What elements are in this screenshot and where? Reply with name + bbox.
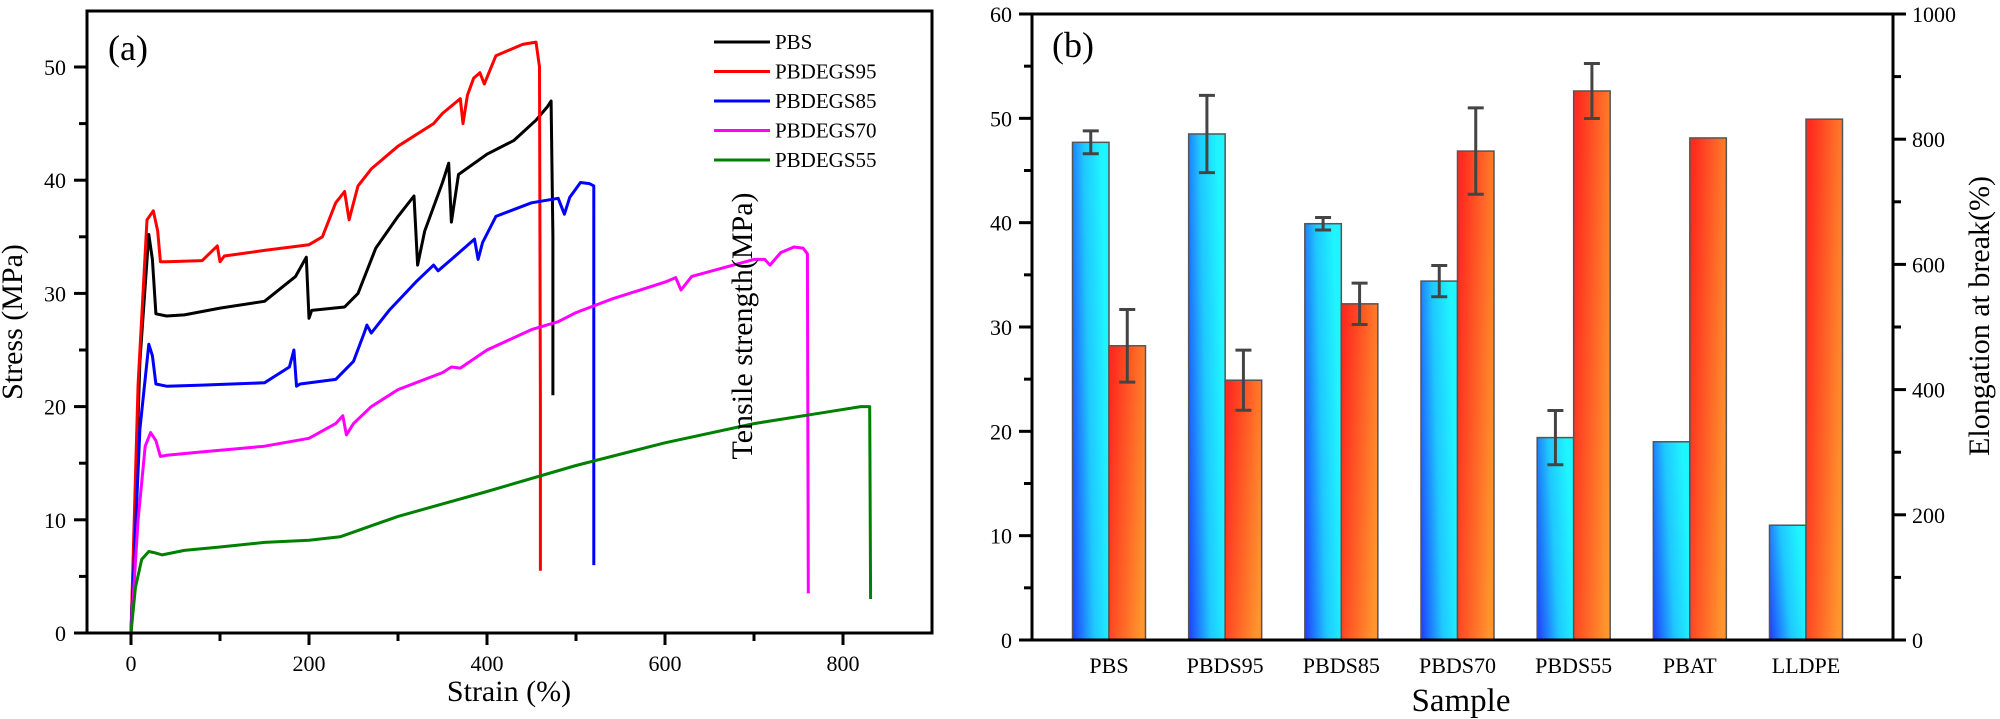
error-bar	[1547, 408, 1564, 467]
bar-elongation	[1340, 303, 1379, 641]
y2-tick-label: 1000	[1912, 2, 1956, 27]
y2-tick-label: 200	[1912, 503, 1945, 528]
legend-item-pbs: PBS	[714, 30, 812, 54]
right-y-axis-title: Elongation at break(%)	[1963, 176, 1996, 456]
error-bar	[1119, 307, 1136, 384]
legend-item-pbdegs70: PBDEGS70	[714, 119, 877, 143]
tensile-bar-chart: 0 10 20 30 40 50 60 0 200 400 600 800 1000 PBS PBDS9…	[726, 2, 1996, 719]
x-tick-label: 200	[293, 651, 326, 676]
x-category-label: PBDS85	[1303, 653, 1380, 678]
y-axis-ticks: 0 10 20 30 40 50	[44, 55, 87, 646]
bar-elongation	[1108, 345, 1147, 641]
bar-group	[1071, 61, 1844, 641]
error-bar	[1082, 129, 1099, 156]
x-tick-label: 600	[649, 651, 682, 676]
y-tick-label: 10	[44, 508, 66, 533]
x-axis-title: Strain (%)	[447, 675, 571, 708]
bar-elongation	[1689, 137, 1728, 641]
x-axis-title: Sample	[1412, 683, 1511, 719]
left-y-axis-title: Tensile strength(MPa)	[726, 192, 759, 459]
error-bar	[1583, 61, 1600, 121]
legend-label: PBDEGS85	[775, 89, 877, 113]
panel-label-b: (b)	[1052, 25, 1094, 65]
series-line-pbdegs55	[129, 405, 873, 634]
series-line-pbdegs70	[129, 245, 810, 634]
y-tick-label: 20	[44, 395, 66, 420]
x-tick-label: 0	[126, 651, 137, 676]
bar-tensile-strength	[1536, 436, 1575, 641]
legend-label: PBDEGS70	[775, 119, 877, 143]
panel-label-a: (a)	[108, 28, 148, 68]
bar-tensile-strength	[1420, 280, 1459, 641]
x-category-label: LLDPE	[1772, 653, 1840, 678]
y-tick-label: 10	[990, 524, 1012, 549]
y-tick-label: 50	[990, 106, 1012, 131]
y-axis-title: Stress (MPa)	[0, 244, 29, 400]
series-line-pbdegs95	[129, 40, 542, 634]
y2-tick-label: 800	[1912, 127, 1945, 152]
x-category-label: PBDS95	[1187, 653, 1264, 678]
bar-tensile-strength	[1187, 133, 1226, 641]
x-category-label: PBDS70	[1419, 653, 1496, 678]
right-y-axis-ticks: 0 200 400 600 800 1000	[1893, 2, 1956, 653]
legend-label: PBDEGS55	[775, 148, 877, 172]
error-bar	[1351, 281, 1368, 326]
line-series-group	[129, 40, 873, 634]
y-tick-label: 50	[44, 55, 66, 80]
error-bar	[1315, 215, 1332, 232]
bar-elongation	[1572, 90, 1611, 641]
y-tick-label: 0	[1001, 628, 1012, 653]
bar-group-pbs	[1071, 129, 1147, 641]
x-axis-ticks: 0 200 400 600 800	[126, 633, 860, 676]
bar-group-pbds70	[1420, 106, 1495, 641]
legend: PBS PBDEGS95 PBDEGS85 PBDEGS70 PBDEGS55	[714, 30, 877, 172]
bar-elongation	[1456, 150, 1495, 641]
y-tick-label: 20	[990, 419, 1012, 444]
bar-tensile-strength	[1071, 141, 1110, 641]
bar-group-pbat	[1652, 137, 1728, 641]
bar-group-pbds95	[1187, 93, 1263, 641]
series-line-pbs	[129, 99, 555, 634]
x-tick-label: 400	[471, 651, 504, 676]
error-bar	[1467, 106, 1484, 196]
bar-elongation	[1224, 379, 1263, 641]
legend-label: PBS	[775, 30, 812, 54]
x-category-label: PBDS55	[1535, 653, 1612, 678]
y-tick-label: 30	[44, 281, 66, 306]
stress-strain-chart: 0 200 400 600 800 0 10 20 30 40 50 (a) Strain (%)…	[0, 9, 934, 708]
legend-label: PBDEGS95	[775, 60, 877, 84]
bar-elongation	[1805, 118, 1844, 641]
y-tick-label: 60	[990, 2, 1012, 27]
y-tick-label: 40	[44, 168, 66, 193]
series-line-pbdegs85	[129, 181, 596, 634]
bar-group-pbds85	[1304, 215, 1379, 641]
x-category-label: PBS	[1089, 653, 1128, 678]
left-y-axis-ticks: 0 10 20 30 40 50 60	[990, 2, 1032, 653]
bar-group-lldpe	[1768, 118, 1844, 641]
error-bar	[1198, 93, 1215, 175]
legend-item-pbdegs85: PBDEGS85	[714, 89, 877, 113]
error-bar	[1431, 263, 1448, 299]
bar-tensile-strength	[1652, 441, 1691, 641]
y-tick-label: 0	[55, 621, 66, 646]
y2-tick-label: 0	[1912, 628, 1923, 653]
bar-tensile-strength	[1768, 524, 1807, 641]
bar-group-pbds55	[1536, 61, 1611, 641]
bar-tensile-strength	[1304, 222, 1343, 641]
y-tick-label: 40	[990, 211, 1012, 236]
legend-item-pbdegs55: PBDEGS55	[714, 148, 877, 172]
plot-frame	[85, 9, 934, 635]
category-labels: PBS PBDS95 PBDS85 PBDS70 PBDS55 PBAT LLDPE	[1089, 653, 1840, 678]
y2-tick-label: 400	[1912, 378, 1945, 403]
x-tick-label: 800	[827, 651, 860, 676]
y2-tick-label: 600	[1912, 252, 1945, 277]
x-category-label: PBAT	[1663, 653, 1717, 678]
y-tick-label: 30	[990, 315, 1012, 340]
legend-item-pbdegs95: PBDEGS95	[714, 60, 877, 84]
error-bar	[1235, 348, 1252, 412]
